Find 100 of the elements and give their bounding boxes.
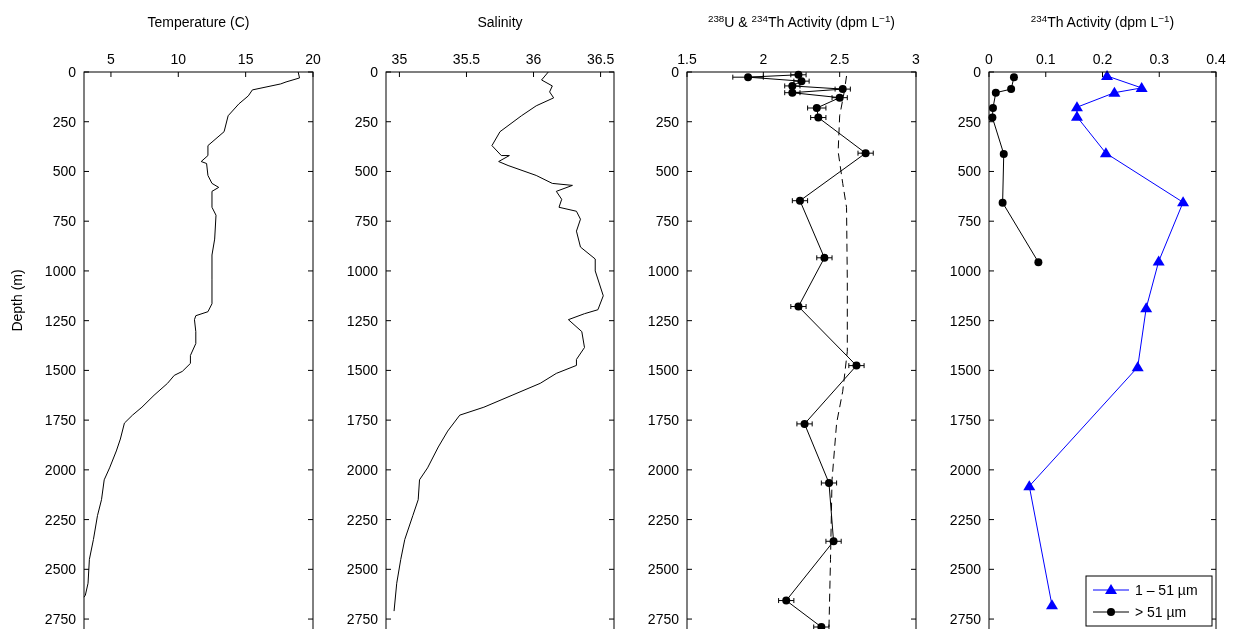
point: [999, 149, 1008, 158]
y-tick-label: 250: [52, 113, 77, 130]
y-tick-label: 1750: [44, 412, 77, 429]
y-tick-label: 750: [957, 213, 982, 230]
y-tick-label: 500: [354, 163, 379, 180]
y-tick-label: 2500: [647, 561, 680, 578]
x-tick-label: 35.5: [452, 51, 481, 67]
y-tick-label: 1750: [647, 412, 680, 429]
y-tick-label: 500: [957, 163, 982, 180]
point: [788, 88, 797, 97]
point: [1034, 258, 1043, 267]
point: [998, 198, 1007, 207]
y-tick-label: 2000: [949, 461, 982, 478]
x-tick-label: 3: [912, 51, 921, 67]
x-tick-label: 2: [759, 51, 768, 67]
point: [988, 104, 997, 113]
y-tick-label: 1750: [346, 412, 379, 429]
y-tick-label: 1250: [647, 312, 680, 329]
y-tick-label: 0: [671, 64, 680, 80]
y-tick-label: 750: [655, 213, 680, 230]
y-tick-label: 2500: [44, 561, 77, 578]
x-tick-label: 20: [305, 51, 321, 67]
point: [812, 104, 821, 113]
y-tick-label: 1250: [346, 312, 379, 329]
point: [782, 596, 791, 605]
y-tick-label: 0: [370, 64, 379, 80]
x-tick-label: 5: [107, 51, 116, 67]
point: [1009, 73, 1018, 82]
point: [1152, 255, 1165, 266]
point: [1023, 480, 1036, 491]
chart-title: Salinity: [477, 14, 523, 30]
y-tick-label: 1500: [647, 362, 680, 379]
point: [991, 88, 1000, 97]
point: [852, 361, 861, 370]
y-tick-label: 1750: [949, 412, 982, 429]
y-tick-label: 1250: [949, 312, 982, 329]
point: [861, 149, 870, 158]
point: [1135, 81, 1148, 92]
point: [835, 93, 844, 102]
x-tick-label: 1.5: [677, 51, 697, 67]
y-tick-label: 500: [655, 163, 680, 180]
x-tick-label: 2.5: [829, 51, 850, 67]
x-tick-label: 36.5: [586, 51, 615, 67]
point: [838, 85, 847, 94]
point: [794, 302, 803, 311]
y-tick-label: 2750: [44, 611, 77, 628]
y-tick-label: 750: [52, 213, 77, 230]
point: [1140, 302, 1153, 313]
y-tick-label: 2750: [346, 611, 379, 628]
y-tick-label: 500: [52, 163, 77, 180]
y-tick-label: 250: [354, 113, 379, 130]
chart-title: Temperature (C): [147, 14, 250, 30]
y-axis-title: Depth (m): [9, 269, 25, 332]
point: [1045, 599, 1058, 610]
point: [1177, 196, 1190, 207]
y-tick-label: 1000: [44, 262, 77, 279]
y-tick-label: 2250: [346, 511, 379, 528]
x-tick-label: 35: [391, 51, 408, 67]
x-tick-label: 15: [237, 51, 254, 67]
y-tick-label: 1000: [949, 262, 982, 279]
y-tick-label: 2000: [346, 461, 379, 478]
y-tick-label: 2750: [647, 611, 680, 628]
point: [1099, 147, 1112, 158]
point: [744, 73, 753, 82]
y-tick-label: 2500: [346, 561, 379, 578]
y-tick-label: 2750: [949, 611, 982, 628]
y-tick-label: 1500: [949, 362, 982, 379]
y-tick-label: 2250: [44, 511, 77, 528]
point: [1070, 101, 1083, 112]
y-tick-label: 1000: [346, 262, 379, 279]
point: [1131, 361, 1144, 372]
point: [1108, 86, 1121, 97]
legend-label: > 51 µm: [1135, 604, 1187, 620]
y-tick-label: 2500: [949, 561, 982, 578]
point: [814, 113, 823, 122]
y-tick-label: 1000: [647, 262, 680, 279]
point: [800, 419, 809, 428]
y-tick-label: 750: [354, 213, 379, 230]
y-tick-label: 0: [68, 64, 77, 80]
x-tick-label: 0: [985, 51, 994, 67]
point: [795, 196, 804, 205]
y-tick-label: 2000: [44, 461, 77, 478]
x-tick-label: 36: [525, 51, 542, 67]
y-tick-label: 2250: [949, 511, 982, 528]
x-tick-label: 0.1: [1036, 51, 1056, 67]
point: [820, 253, 829, 262]
x-tick-label: 0.4: [1206, 51, 1226, 67]
y-tick-label: 1250: [44, 312, 77, 329]
y-tick-label: 250: [957, 113, 982, 130]
y-tick-label: 0: [973, 64, 982, 80]
x-tick-label: 0.3: [1149, 51, 1170, 67]
x-tick-label: 0.2: [1092, 51, 1113, 67]
point: [1007, 85, 1016, 94]
point: [829, 537, 838, 546]
y-tick-label: 250: [655, 113, 680, 130]
chart-title: $^{238}$U & $^{234}$Th Activity (dpm L$^{−1}$): [707, 12, 896, 30]
y-tick-label: 1500: [346, 362, 379, 379]
point: [1070, 110, 1083, 121]
legend-label: 1 – 51 µm: [1135, 582, 1198, 598]
y-tick-label: 2250: [647, 511, 680, 528]
